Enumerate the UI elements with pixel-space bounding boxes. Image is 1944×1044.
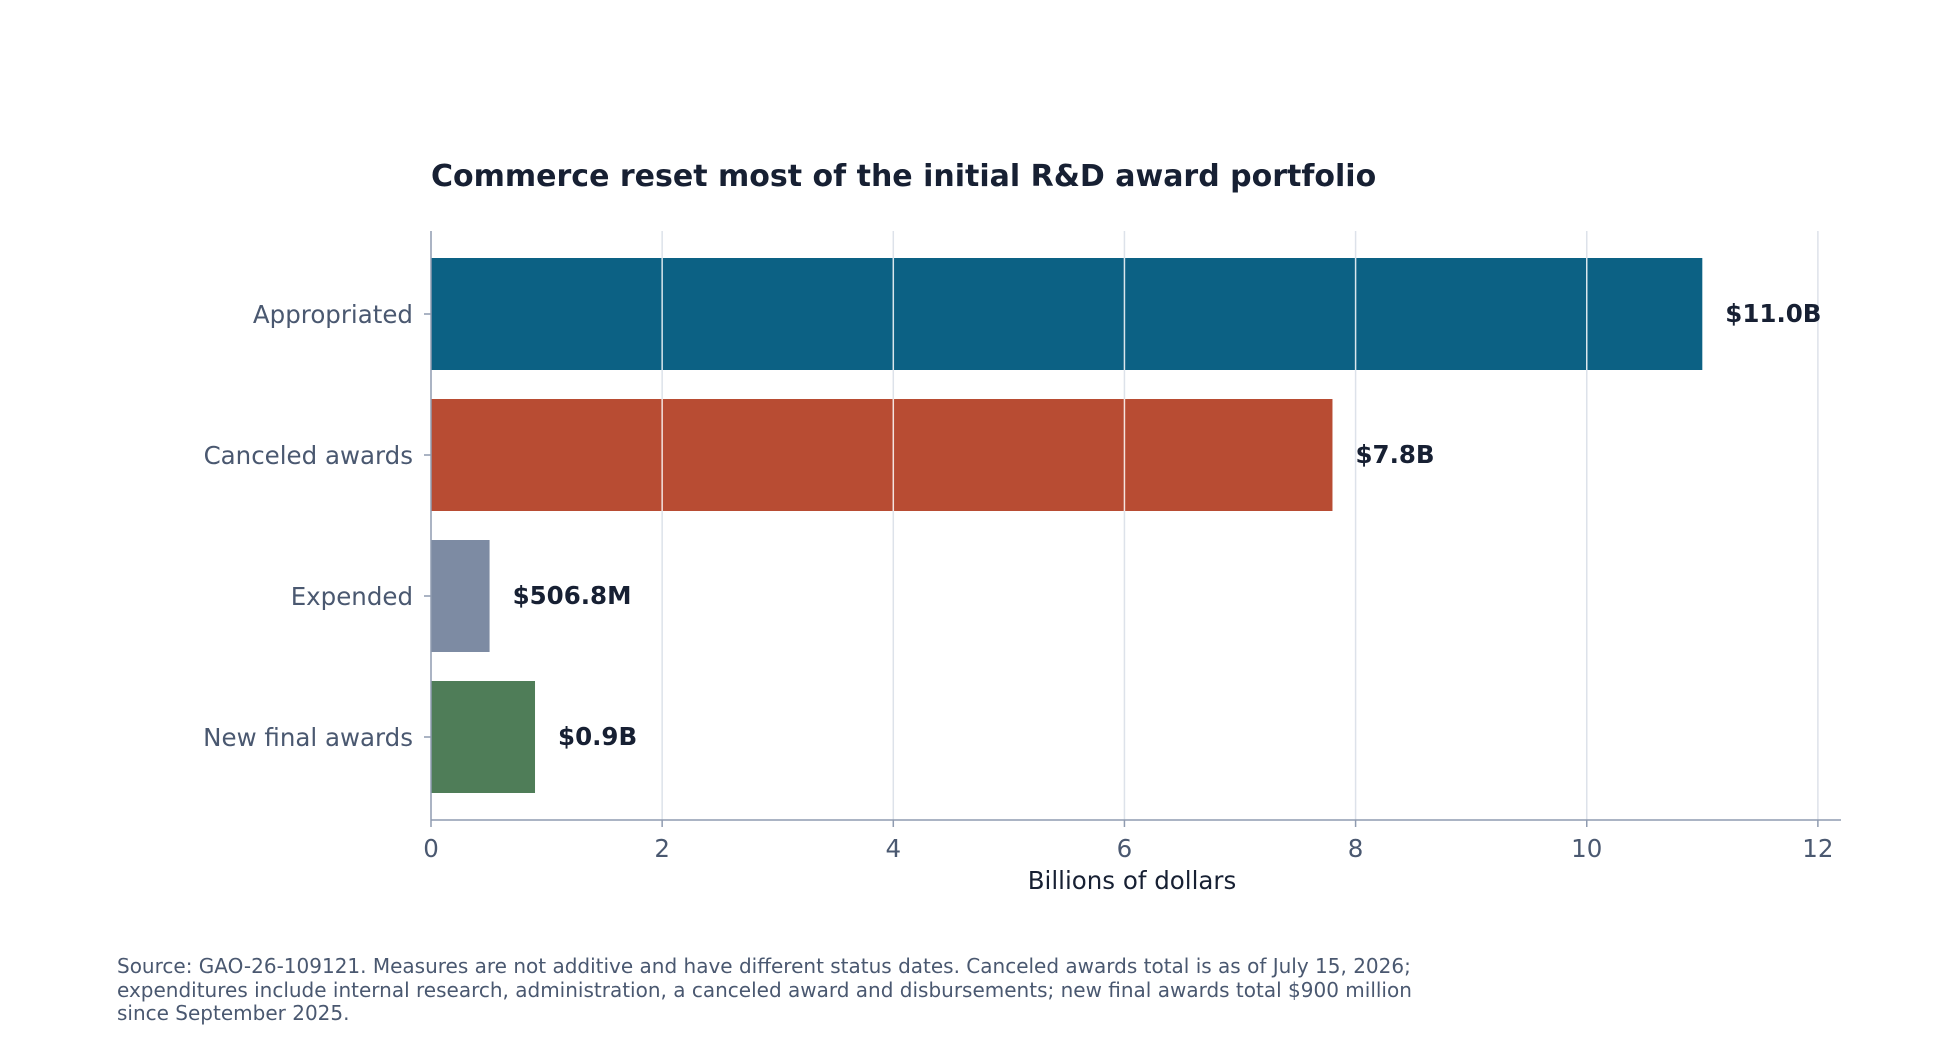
category-label: New final awards [203, 723, 413, 752]
value-label: $11.0B [1725, 299, 1821, 328]
x-tick-label: 2 [654, 834, 670, 863]
category-label: Expended [291, 582, 413, 611]
value-label: $7.8B [1355, 440, 1434, 469]
source-note: Source: GAO-26-109121. Measures are not … [117, 954, 1412, 1025]
bar-canceled-awards [431, 399, 1333, 511]
x-tick-label: 12 [1802, 834, 1833, 863]
category-label: Appropriated [253, 300, 413, 329]
bar-expended [431, 540, 490, 652]
value-label: $506.8M [513, 581, 632, 610]
x-tick-label: 0 [423, 834, 439, 863]
bars [431, 258, 1703, 793]
x-tick-label: 8 [1348, 834, 1364, 863]
value-label: $0.9B [558, 722, 637, 751]
x-axis-title: Billions of dollars [1028, 866, 1237, 895]
x-tick-label: 6 [1117, 834, 1133, 863]
axes [424, 231, 1841, 827]
chart-title: Commerce reset most of the initial R&D a… [431, 159, 1376, 194]
bar-appropriated [431, 258, 1703, 370]
x-tick-label: 4 [885, 834, 901, 863]
category-label: Canceled awards [204, 441, 413, 470]
labels: 0 2 4 6 8 10 12 Appropriated Canceled awards Expe… [203, 299, 1833, 863]
x-tick-label: 10 [1571, 834, 1602, 863]
bar-new-final-awards [431, 681, 536, 793]
